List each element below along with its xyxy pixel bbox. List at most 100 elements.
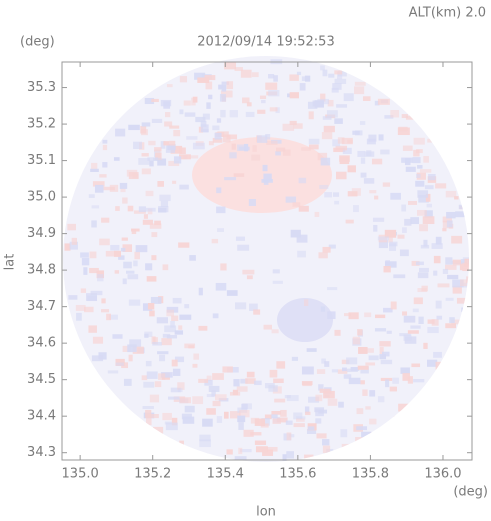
radar-cell [342,147,352,154]
radar-cell [144,331,153,337]
radar-cell [445,323,456,329]
radar-cell [141,375,148,381]
radar-cell [90,290,103,296]
radar-cell [237,415,246,423]
radar-cell [122,244,133,253]
radar-cell [154,147,162,152]
radar-cell [418,316,424,324]
radar-cell [373,224,378,232]
radar-cell [151,255,157,261]
radar-cell [385,379,390,388]
radar-cell [393,274,406,279]
radar-cell [342,367,347,372]
radar-cell [191,97,196,106]
radar-cell [318,384,324,391]
radar-cell [380,149,390,155]
radar-cell [337,70,347,77]
radar-cell [292,202,301,207]
radar-cell [179,184,189,190]
radar-cell [333,192,340,197]
radar-cell [320,157,331,166]
radar-cell [398,403,410,412]
radar-cell [178,242,190,248]
radar-cell [268,90,280,97]
radar-cell [113,157,120,161]
radar-cell [245,111,255,118]
radar-cell [216,416,223,423]
radar-cell [413,297,423,305]
radar-cell [306,429,317,434]
radar-cell [218,84,227,90]
radar-cell [377,236,389,241]
radar-cell [334,200,340,205]
radar-cell [145,207,156,212]
radar-cell [92,181,105,187]
radar-blob [192,137,332,213]
radar-cell [307,426,315,431]
radar-cell [263,173,272,181]
radar-cell [146,371,158,379]
radar-cell [435,183,447,189]
radar-cell [194,72,206,80]
radar-cell [383,307,393,313]
radar-cell [451,319,460,325]
radar-cell [195,116,206,123]
radar-cell [238,422,244,430]
radar-cell [380,377,393,381]
radar-cell [388,237,393,243]
radar-cell [419,224,428,232]
radar-cell [91,205,100,209]
radar-cell [158,207,167,213]
radar-cell [265,82,278,90]
radar-cell [231,143,236,150]
radar-cell [229,411,241,419]
radar-cell [147,303,155,310]
radar-cell [323,390,335,399]
radar-cell [143,214,148,219]
radar-cell [101,298,106,304]
radar-cell [413,379,425,383]
radar-cell [220,263,227,271]
radar-cell [147,413,159,419]
radar-cell [286,451,294,459]
radar-cell [269,369,278,378]
radar-cell [138,158,150,165]
radar-cell [71,237,77,245]
radar-cell [417,190,429,198]
radar-cell [179,147,186,155]
radar-cell [127,205,134,212]
radar-cell [215,394,227,401]
radar-cell [446,211,456,219]
radar-cell [264,414,272,420]
radar-cell [212,137,223,143]
radar-cell [362,96,371,101]
y-tick-label: 35.0 [27,190,56,205]
radar-cell [360,366,369,374]
radar-cell [216,206,226,214]
radar-cell [216,118,222,123]
radar-cell [320,306,326,312]
radar-cell [356,408,364,415]
radar-cell [81,258,90,266]
radar-cell [314,407,325,413]
radar-cell [160,372,173,378]
radar-cell [64,243,71,251]
radar-cell [67,223,76,231]
radar-cell [254,418,266,426]
radar-cell [215,282,227,291]
y-unit: (deg) [20,35,55,50]
radar-cell [105,250,115,257]
radar-cell [181,413,192,420]
radar-cell [212,125,220,131]
radar-cell [145,417,152,426]
radar-cell [385,260,391,265]
radar-cell [455,211,465,218]
radar-cell [199,434,211,442]
radar-cell [384,229,397,238]
radar-cell [331,87,339,93]
radar-cell [102,139,108,144]
radar-cell [374,195,379,200]
radar-cell [155,152,162,161]
radar-cell [223,411,229,419]
